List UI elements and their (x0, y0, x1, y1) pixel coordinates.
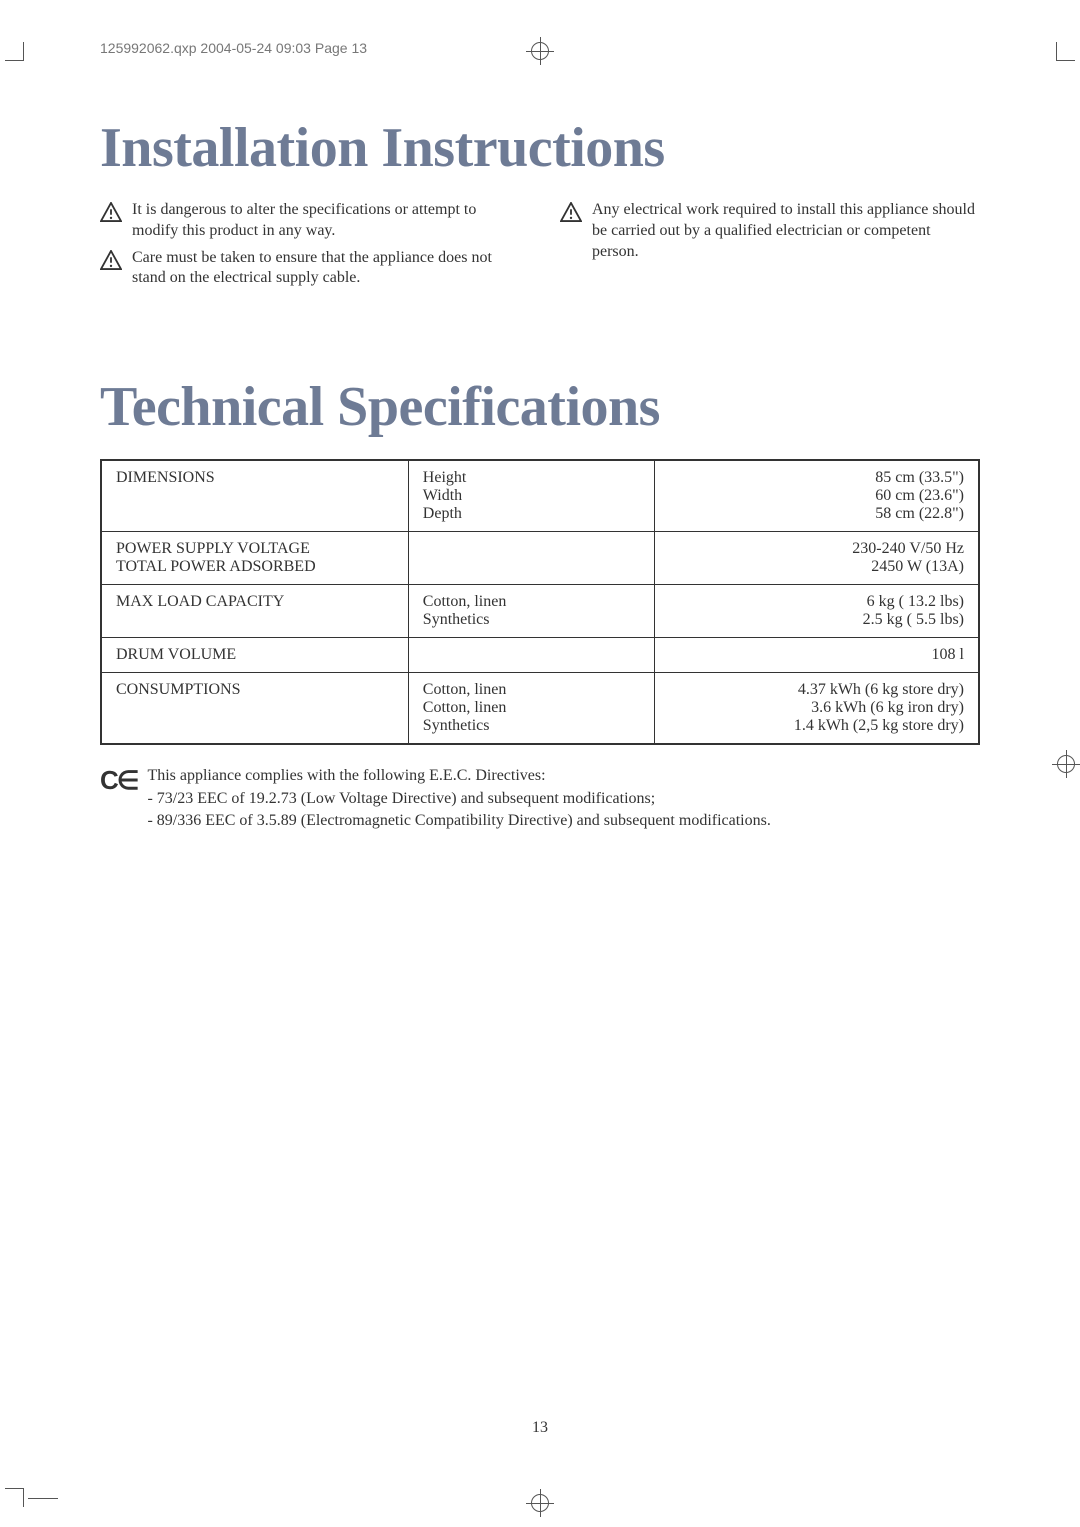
warning-item: Care must be taken to ensure that the ap… (100, 248, 520, 290)
crop-mark-top-center (531, 42, 549, 60)
spec-value-cell: 108 l (654, 638, 979, 673)
page-number: 13 (0, 1419, 1080, 1437)
spec-table: DIMENSIONSHeight Width Depth85 cm (33.5"… (100, 459, 980, 745)
crop-mark-top-left (5, 42, 24, 61)
spec-mid-cell: Cotton, linen Cotton, linen Synthetics (408, 673, 654, 745)
warnings-left-column: It is dangerous to alter the specificati… (100, 200, 520, 295)
warning-text: It is dangerous to alter the specificati… (132, 200, 520, 242)
spec-label-cell: POWER SUPPLY VOLTAGE TOTAL POWER ADSORBE… (101, 532, 408, 585)
warning-icon (560, 202, 582, 262)
warning-text: Any electrical work required to install … (592, 200, 980, 262)
warning-icon (100, 202, 122, 242)
crop-mark-right-center (1057, 755, 1075, 773)
warning-text: Care must be taken to ensure that the ap… (132, 248, 520, 290)
table-row: POWER SUPPLY VOLTAGE TOTAL POWER ADSORBE… (101, 532, 979, 585)
crop-mark-bottom-center (531, 1494, 549, 1512)
spec-value-cell: 6 kg ( 13.2 lbs) 2.5 kg ( 5.5 lbs) (654, 585, 979, 638)
ce-line: This appliance complies with the followi… (147, 765, 770, 787)
warnings-section: It is dangerous to alter the specificati… (100, 200, 980, 295)
table-row: CONSUMPTIONSCotton, linen Cotton, linen … (101, 673, 979, 745)
table-row: MAX LOAD CAPACITYCotton, linen Synthetic… (101, 585, 979, 638)
spec-mid-cell (408, 532, 654, 585)
spec-value-cell: 85 cm (33.5") 60 cm (23.6") 58 cm (22.8"… (654, 460, 979, 532)
ce-line: - 89/336 EEC of 3.5.89 (Electromagnetic … (147, 810, 770, 832)
ce-compliance-block: C∈ This appliance complies with the foll… (100, 765, 980, 832)
crop-mark-bottom-left (5, 1488, 24, 1507)
warning-item: It is dangerous to alter the specificati… (100, 200, 520, 242)
spec-value-cell: 230-240 V/50 Hz 2450 W (13A) (654, 532, 979, 585)
table-row: DIMENSIONSHeight Width Depth85 cm (33.5"… (101, 460, 979, 532)
table-row: DRUM VOLUME 108 l (101, 638, 979, 673)
spec-value-cell: 4.37 kWh (6 kg store dry) 3.6 kWh (6 kg … (654, 673, 979, 745)
warning-icon (100, 250, 122, 290)
crop-mark-bottom-left-line (28, 1498, 58, 1499)
spec-mid-cell: Cotton, linen Synthetics (408, 585, 654, 638)
spec-label-cell: MAX LOAD CAPACITY (101, 585, 408, 638)
crop-mark-top-right (1056, 42, 1075, 61)
ce-mark-icon: C∈ (100, 765, 137, 796)
technical-spec-title: Technical Specifications (100, 375, 980, 439)
spec-mid-cell: Height Width Depth (408, 460, 654, 532)
warning-item: Any electrical work required to install … (560, 200, 980, 262)
spec-label-cell: DIMENSIONS (101, 460, 408, 532)
installation-title: Installation Instructions (100, 116, 980, 180)
warnings-right-column: Any electrical work required to install … (560, 200, 980, 295)
ce-line: - 73/23 EEC of 19.2.73 (Low Voltage Dire… (147, 788, 770, 810)
spec-mid-cell (408, 638, 654, 673)
spec-label-cell: DRUM VOLUME (101, 638, 408, 673)
spec-label-cell: CONSUMPTIONS (101, 673, 408, 745)
